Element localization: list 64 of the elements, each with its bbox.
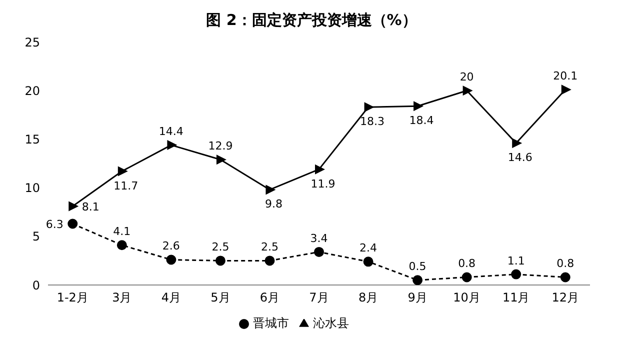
x-tick-label: 4月 bbox=[161, 290, 181, 305]
point bbox=[561, 84, 572, 95]
data-label: 11.9 bbox=[310, 177, 336, 190]
point bbox=[412, 275, 423, 285]
data-label: 12.9 bbox=[208, 140, 233, 153]
x-tick-label: 12月 bbox=[552, 290, 580, 305]
data-label: 3.4 bbox=[310, 232, 328, 245]
point bbox=[560, 272, 570, 282]
y-tick-label: 10 bbox=[24, 181, 40, 196]
data-label: 0.5 bbox=[408, 260, 426, 274]
point bbox=[511, 269, 522, 280]
point bbox=[315, 164, 325, 174]
chart-title: 图 2：固定资产投资增速（%） bbox=[205, 10, 418, 31]
point bbox=[462, 272, 472, 282]
point bbox=[167, 140, 178, 150]
x-tick-label: 10月 bbox=[453, 290, 480, 305]
point bbox=[266, 184, 276, 195]
data-label: 4.1 bbox=[113, 225, 131, 238]
point bbox=[264, 256, 275, 266]
data-label: 2.5 bbox=[260, 240, 278, 254]
point bbox=[314, 246, 324, 257]
data-label: 20 bbox=[460, 70, 474, 84]
point bbox=[364, 102, 374, 112]
x-tick-label: 11月 bbox=[502, 290, 530, 305]
data-label: 14.4 bbox=[158, 125, 184, 138]
data-label: 20.1 bbox=[553, 70, 578, 83]
data-label: 18.4 bbox=[409, 114, 434, 128]
point bbox=[166, 254, 176, 265]
legend-label: 晋城市 bbox=[253, 316, 289, 330]
data-label: 11.7 bbox=[114, 179, 138, 192]
data-label: 2.4 bbox=[360, 242, 378, 255]
y-tick-label: 0 bbox=[32, 278, 40, 292]
y-tick-label: 5 bbox=[32, 230, 40, 244]
data-label: 14.6 bbox=[508, 151, 532, 164]
y-tick-label: 25 bbox=[24, 35, 40, 50]
data-label: 18.3 bbox=[360, 115, 385, 128]
x-tick-label: 8月 bbox=[358, 290, 378, 305]
data-label: 2.6 bbox=[162, 240, 180, 253]
data-label: 9.8 bbox=[264, 198, 282, 211]
x-tick-label: 3月 bbox=[112, 290, 132, 305]
x-tick-label: 9月 bbox=[408, 290, 428, 305]
data-label: 2.5 bbox=[212, 240, 230, 254]
point bbox=[116, 240, 127, 250]
data-label: 6.3 bbox=[46, 218, 64, 231]
point bbox=[68, 218, 78, 229]
y-tick-label: 20 bbox=[24, 84, 40, 98]
point bbox=[118, 166, 128, 176]
x-tick-label: 1-2月 bbox=[56, 290, 88, 305]
data-label: 8.1 bbox=[82, 200, 100, 214]
point bbox=[512, 138, 522, 148]
x-tick-label: 5月 bbox=[210, 290, 230, 305]
data-label: 0.8 bbox=[556, 257, 574, 270]
x-tick-label: 6月 bbox=[260, 290, 280, 305]
legend-label: 沁水县 bbox=[313, 316, 349, 330]
point bbox=[462, 86, 473, 96]
data-label: 1.1 bbox=[507, 254, 525, 268]
point bbox=[68, 201, 79, 212]
point bbox=[414, 101, 424, 112]
point bbox=[215, 256, 226, 266]
x-tick-label: 7月 bbox=[309, 290, 329, 305]
point bbox=[363, 256, 374, 267]
y-tick-label: 15 bbox=[24, 132, 40, 146]
point bbox=[216, 154, 226, 165]
data-label: 0.8 bbox=[458, 257, 476, 270]
